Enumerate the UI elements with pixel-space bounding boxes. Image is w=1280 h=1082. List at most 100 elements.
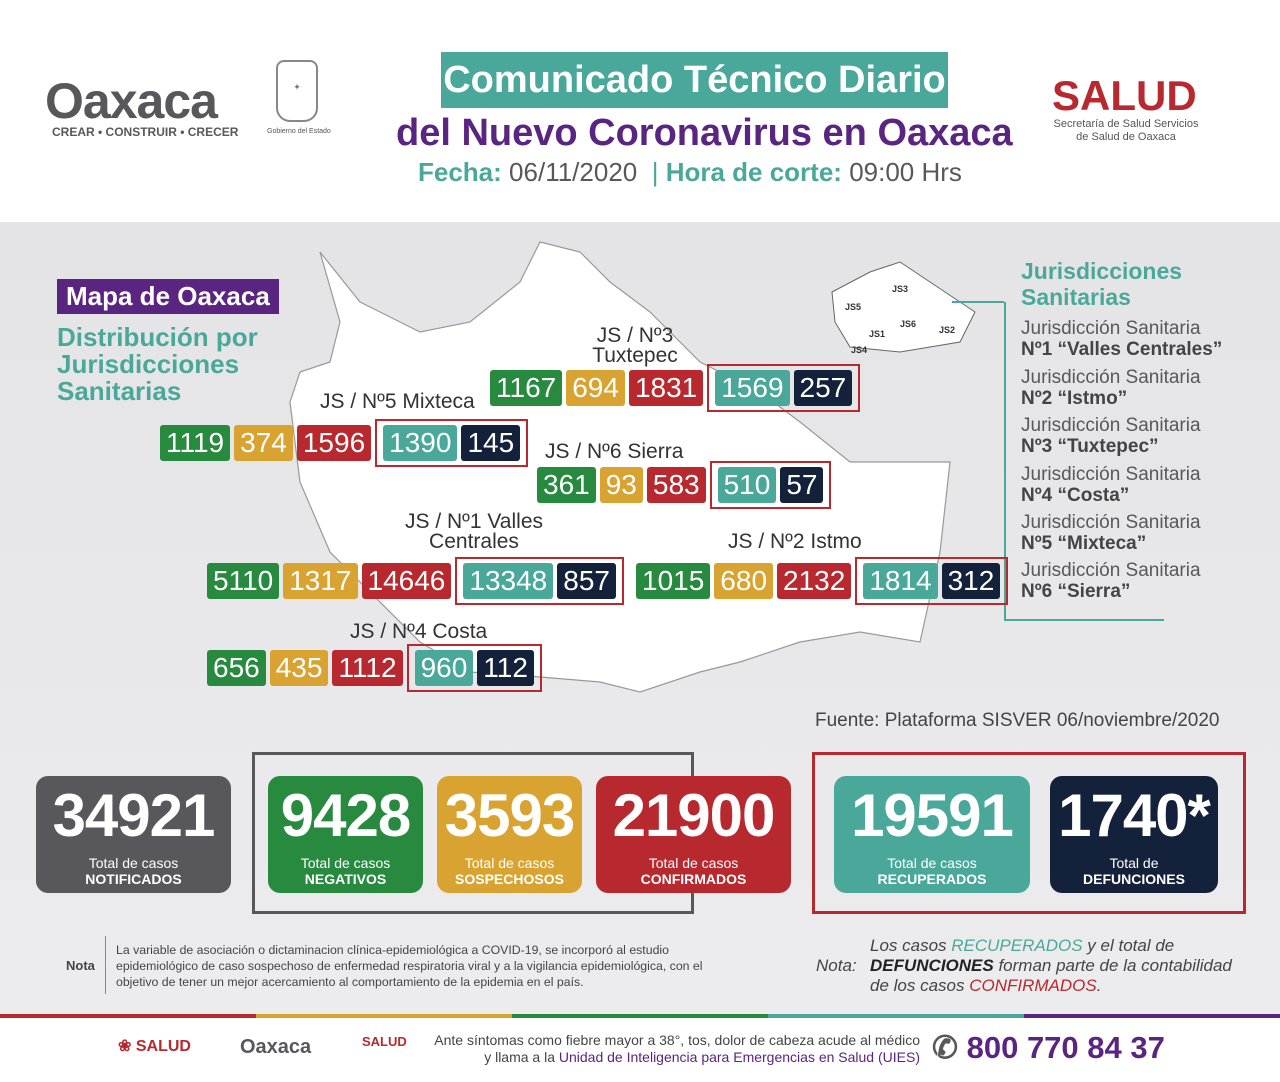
salud-logo: SALUD xyxy=(1052,72,1197,119)
t: DEFUNCIONES xyxy=(1083,871,1185,887)
fecha-label: Fecha: xyxy=(418,157,502,187)
t: NEGATIVOS xyxy=(304,871,387,887)
jurisdiccion-item: Jurisdicción Sanitaria Nº1 “Valles Centra… xyxy=(1021,318,1271,360)
state-seal-icon: ✦ xyxy=(276,60,318,122)
phone-icon: ✆ xyxy=(932,1030,958,1065)
frame-outcomes xyxy=(812,752,1246,914)
mini-js6: JS6 xyxy=(900,319,917,329)
total-notificados: 34921 Total de casos NOTIFICADOS xyxy=(36,776,231,893)
t: Total de casos xyxy=(464,855,555,871)
divider xyxy=(105,936,106,994)
jurisdiccion-item: Jurisdicción Sanitaria Nº6 “Sierra” xyxy=(1021,560,1271,602)
t: Jurisdicción Sanitaria xyxy=(1021,367,1201,388)
confirmados-box: 14646 xyxy=(361,563,452,599)
jurisdiccion-item: Jurisdicción Sanitaria Nº4 “Costa” xyxy=(1021,464,1271,506)
jurisdiccion-item: Jurisdicción Sanitaria Nº3 “Tuxtepec” xyxy=(1021,415,1271,457)
t: forman parte de la contabilidad de los c… xyxy=(870,956,1232,995)
footer-salud2-logo: SALUD xyxy=(362,1034,407,1049)
t: SOSPECHOSOS xyxy=(455,871,564,887)
t: Nº4 “Costa” xyxy=(1021,485,1130,506)
outcome-group: 13348 857 xyxy=(455,557,624,605)
region-label: JS / Nº3 Tuxtepec xyxy=(592,324,678,367)
region-label: JS / Nº5 Mixteca xyxy=(320,390,475,413)
recuperados-box: 1814 xyxy=(863,563,938,599)
t: RECUPERADOS xyxy=(877,871,987,887)
t: Jurisdicción Sanitaria xyxy=(1021,512,1201,533)
footer-oaxaca-logo: Oaxaca xyxy=(240,1036,312,1058)
t: Nº5 “Mixteca” xyxy=(1021,533,1147,554)
mini-js3: JS3 xyxy=(892,284,909,294)
title-line1: Comunicado Técnico Diario xyxy=(441,52,948,108)
recuperados-box: 1390 xyxy=(383,425,458,461)
t: Ante síntomas como fiebre mayor a 38°, t… xyxy=(434,1032,920,1048)
region-label: JS / Nº4 Costa xyxy=(350,620,488,643)
t: Nº3 “Tuxtepec” xyxy=(1021,436,1159,457)
total-negativos: 9428 Total de casos NEGATIVOS xyxy=(268,776,423,893)
outcome-group: 510 57 xyxy=(709,461,832,509)
oaxaca-slogan: CREAR • CONSTRUIR • CRECER xyxy=(52,125,239,139)
mini-js5: JS5 xyxy=(845,302,862,312)
total-defunciones: 1740* Total de DEFUNCIONES xyxy=(1050,776,1218,893)
confirmados-box: 1831 xyxy=(628,370,704,406)
map-subtitle: Distribución por Jurisdicciones Sanitari… xyxy=(57,322,258,406)
nota2-text: Los casos RECUPERADOS y el total de DEFU… xyxy=(870,936,1250,996)
negativos-box: 1015 xyxy=(636,563,711,599)
t: Jurisdicción Sanitaria xyxy=(1021,318,1201,339)
region-stats: 656 435 1112 960 112 xyxy=(207,644,542,692)
nota-label: Nota xyxy=(66,958,95,973)
t: Total de casos xyxy=(300,855,391,871)
sospechosos-box: 374 xyxy=(234,425,293,461)
recuperados-box: 1569 xyxy=(715,370,790,406)
defunciones-box: 112 xyxy=(477,650,534,686)
recuperados-box: 960 xyxy=(414,650,474,686)
jurisdicciones-title: Jurisdicciones Sanitarias xyxy=(1021,258,1183,310)
negativos-box: 5110 xyxy=(207,563,280,599)
source-note: Fuente: Plataforma SISVER 06/noviembre/2… xyxy=(815,710,1220,731)
t: NOTIFICADOS xyxy=(85,871,182,887)
region-stats: 5110 1317 14646 13348 857 xyxy=(207,557,624,605)
gobierno-label: Gobierno del Estado xyxy=(267,128,331,135)
footer-text: Ante síntomas como fiebre mayor a 38°, t… xyxy=(430,1032,920,1066)
map-title: Mapa de Oaxaca xyxy=(57,279,279,314)
t: Unidad de Inteligencia para Emergencias … xyxy=(558,1049,920,1065)
t: Jurisdicción Sanitaria xyxy=(1021,560,1201,581)
confirmados-box: 1596 xyxy=(296,425,372,461)
t: Los casos xyxy=(870,936,952,955)
confirmados-box: 2132 xyxy=(777,563,852,599)
confirmados-box: 1112 xyxy=(332,650,403,686)
negativos-box: 1167 xyxy=(490,370,563,406)
defunciones-box: 145 xyxy=(461,425,521,461)
t: Jurisdicción Sanitaria xyxy=(1021,415,1201,436)
phone-number[interactable]: ✆ 800 770 84 37 xyxy=(932,1030,1165,1066)
jurisdiccion-item: Jurisdicción Sanitaria Nº5 “Mixteca” xyxy=(1021,512,1271,554)
defunciones-box: 312 xyxy=(941,563,1001,599)
sospechosos-box: 435 xyxy=(269,650,329,686)
hora: 09:00 Hrs xyxy=(849,157,962,187)
negativos-box: 1119 xyxy=(160,425,231,461)
region-label: JS / Nº1 Valles Centrales xyxy=(405,510,543,553)
negativos-box: 656 xyxy=(207,650,266,686)
t: Nº2 “Istmo” xyxy=(1021,388,1128,409)
t: Total de casos xyxy=(88,855,179,871)
oaxaca-logo: Oaxaca xyxy=(45,73,218,129)
total-confirmados: 21900 Total de casos CONFIRMADOS xyxy=(596,776,791,893)
t: Nº1 “Valles Centrales” xyxy=(1021,339,1223,360)
confirmados-box: 583 xyxy=(646,467,706,503)
t: 800 770 84 37 xyxy=(966,1030,1165,1065)
salud-subtitle: Secretaría de Salud Servicios de Salud d… xyxy=(1053,118,1199,143)
outcome-group: 1390 145 xyxy=(375,419,529,467)
title-line2: del Nuevo Coronavirus en Oaxaca xyxy=(396,112,1013,154)
hora-label: Hora de corte: xyxy=(665,157,842,187)
connector-line xyxy=(952,301,1004,303)
footer-salud-logo: ❀ SALUD xyxy=(118,1038,191,1055)
t: SALUD xyxy=(135,1038,191,1055)
t: 3593 xyxy=(444,782,575,849)
region-stats: 361 93 583 510 57 xyxy=(537,461,832,509)
color-stripe xyxy=(0,1014,1280,1018)
jurisdiccion-item: Jurisdicción Sanitaria Nº2 “Istmo” xyxy=(1021,367,1271,409)
recuperados-box: 13348 xyxy=(463,563,554,599)
t: CONFIRMADOS xyxy=(640,871,747,887)
sospechosos-box: 680 xyxy=(714,563,774,599)
outcome-group: 1569 257 xyxy=(707,364,861,412)
outcome-group: 960 112 xyxy=(406,644,542,692)
